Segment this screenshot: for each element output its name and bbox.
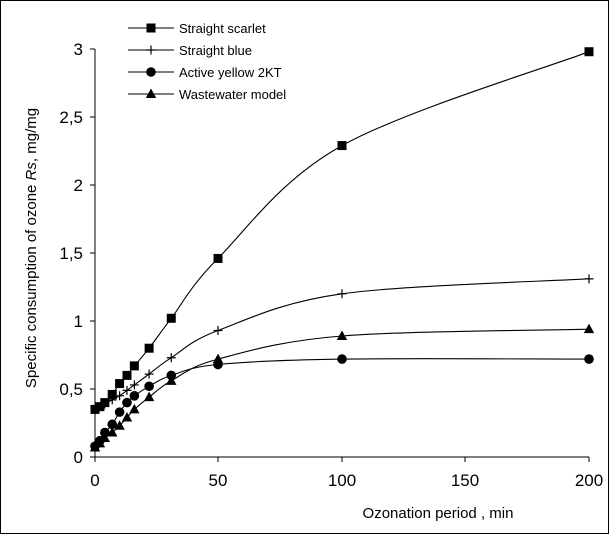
series-line (94, 328, 590, 448)
legend-marker (146, 67, 156, 77)
legend-marker (146, 45, 156, 55)
data-point (100, 399, 110, 409)
data-point (166, 313, 176, 323)
data-point (90, 404, 100, 414)
data-point (122, 385, 132, 395)
data-point (143, 391, 155, 402)
x-tick-label: 200 (575, 471, 603, 490)
legend-item: Straight scarlet (128, 21, 266, 36)
series-line (94, 278, 590, 410)
data-point (122, 397, 132, 408)
data-point (144, 343, 154, 353)
data-point (114, 420, 125, 430)
data-point (212, 353, 224, 364)
data-point (213, 253, 223, 263)
x-tick-label: 0 (90, 471, 99, 490)
data-point (114, 407, 125, 417)
data-point (95, 402, 105, 412)
legend-label: Straight scarlet (179, 21, 266, 36)
data-point (129, 391, 140, 401)
data-point (584, 47, 594, 57)
x-axis-title: Ozonation period , min (363, 505, 514, 522)
data-point (144, 381, 154, 392)
data-point (129, 361, 139, 371)
legend-item: Active yellow 2KT (128, 65, 282, 80)
y-tick-label: 1,5 (59, 244, 83, 263)
axes-group: 0 0,5 1 1,5 2 2,5 3 0 50 100 150 200 (59, 40, 603, 490)
y-axis-title-symbol: Rs (23, 162, 40, 181)
legend-marker (145, 88, 157, 98)
y-axis-title: Specific consumption of ozone Rs, mg/mg (23, 108, 40, 388)
series-layer (89, 47, 595, 452)
y-tick-label: 2 (74, 176, 83, 195)
data-point (107, 427, 118, 437)
data-point (122, 370, 132, 380)
data-point (584, 354, 594, 364)
data-point (583, 323, 595, 334)
data-point (107, 395, 117, 405)
y-tick-label: 2,5 (59, 108, 83, 127)
data-point (107, 389, 117, 399)
y-tick-label: 1 (74, 312, 83, 331)
x-tick-label: 150 (451, 471, 479, 490)
legend-label: Wastewater model (179, 87, 286, 102)
data-point (89, 441, 101, 452)
data-point (121, 412, 133, 422)
data-point (337, 354, 347, 364)
y-axis-title-prefix: Specific consumption of ozone (23, 180, 40, 388)
data-point (336, 330, 348, 340)
data-point (129, 380, 139, 390)
x-tick-label: 100 (328, 471, 356, 490)
data-point (337, 289, 347, 299)
data-point (337, 141, 347, 151)
x-tick-label: 50 (209, 471, 228, 490)
data-point (94, 437, 106, 448)
data-point (115, 391, 125, 401)
data-point (129, 403, 140, 414)
y-tick-label: 0 (74, 448, 83, 467)
data-point (144, 369, 154, 379)
data-point (107, 419, 118, 430)
series-plus (90, 274, 594, 414)
series-triangle (89, 323, 595, 452)
data-point (584, 274, 594, 284)
data-point (166, 375, 177, 385)
legend-item: Wastewater model (128, 87, 286, 102)
data-point (115, 379, 125, 389)
legend-item: Straight blue (128, 43, 252, 58)
legend: Straight scarlet Straight blue Active yell… (128, 21, 286, 102)
data-point (166, 353, 176, 363)
legend-label: Straight blue (179, 43, 252, 58)
y-axis-title-suffix: , mg/mg (23, 108, 40, 162)
y-tick-label: 0,5 (59, 380, 83, 399)
y-tick-label: 3 (74, 40, 83, 59)
legend-label: Active yellow 2KT (179, 65, 282, 80)
data-point (99, 432, 111, 442)
series-circle (90, 354, 594, 451)
data-point (213, 326, 223, 336)
legend-marker (146, 23, 156, 33)
